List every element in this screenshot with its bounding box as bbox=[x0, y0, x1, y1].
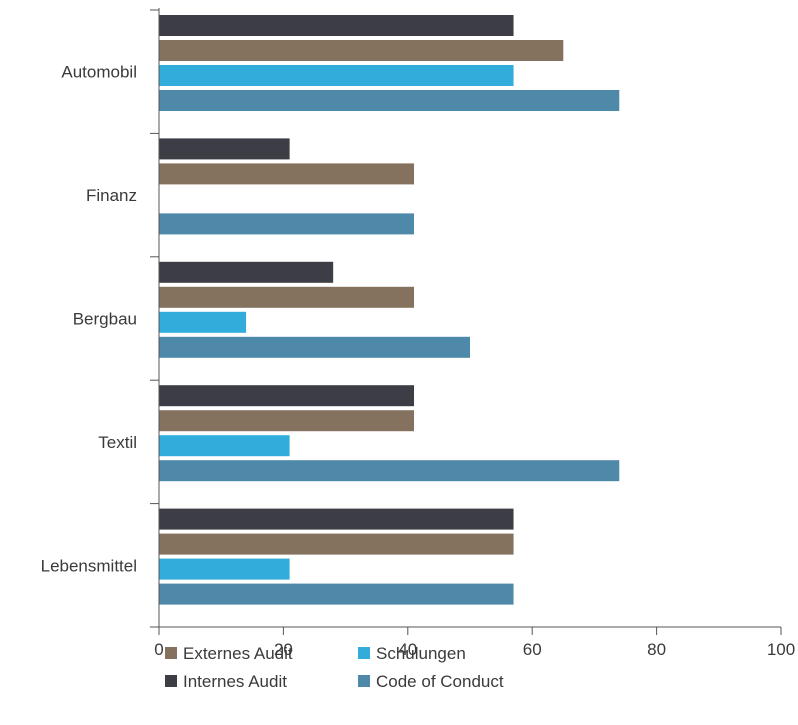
bar-bergbau-schulungen bbox=[159, 311, 247, 333]
x-tick-label: 40 bbox=[398, 640, 417, 659]
bar-automobil-internes-audit bbox=[159, 15, 514, 36]
bar-automobil-code-of-conduct bbox=[159, 90, 620, 111]
legend-item-schulungen: Schulungen bbox=[358, 644, 466, 663]
bar-lebensmittel-code-of-conduct bbox=[159, 583, 514, 605]
x-tick-labels: 0 20 40 60 80 100 bbox=[154, 640, 795, 659]
bar-finanz-externes-audit bbox=[159, 163, 415, 185]
bar-textil-externes-audit bbox=[159, 410, 415, 432]
x-tick-label: 100 bbox=[767, 640, 795, 659]
legend-label: Code of Conduct bbox=[376, 672, 504, 691]
legend-label: Externes Audit bbox=[183, 644, 293, 663]
legend-swatch bbox=[358, 647, 370, 659]
x-tick-label: 0 bbox=[154, 640, 163, 659]
bar-textil-code-of-conduct bbox=[159, 460, 620, 482]
legend: Externes Audit Schulungen Internes Audit Co… bbox=[165, 644, 504, 691]
bar-automobil-schulungen bbox=[159, 65, 514, 86]
legend-label: Internes Audit bbox=[183, 672, 287, 691]
bar-bergbau-internes-audit bbox=[159, 261, 334, 283]
bar-lebensmittel-schulungen bbox=[159, 558, 290, 580]
legend-swatch bbox=[165, 675, 177, 687]
legend-swatch bbox=[358, 675, 370, 687]
bar-lebensmittel-internes-audit bbox=[159, 508, 514, 530]
x-tick-label: 20 bbox=[274, 640, 293, 659]
bar-finanz-internes-audit bbox=[159, 138, 290, 160]
legend-item-externes-audit: Externes Audit bbox=[165, 644, 293, 663]
category-label-bergbau: Bergbau bbox=[73, 310, 137, 329]
legend-item-internes-audit: Internes Audit bbox=[165, 672, 287, 691]
legend-label: Schulungen bbox=[376, 644, 466, 663]
category-label-textil: Textil bbox=[98, 433, 137, 452]
category-labels: Automobil Finanz Bergbau Textil Lebensmittel bbox=[41, 63, 137, 576]
bar-textil-internes-audit bbox=[159, 385, 415, 407]
category-label-finanz: Finanz bbox=[86, 186, 137, 205]
legend-item-code-of-conduct: Code of Conduct bbox=[358, 672, 504, 691]
bar-automobil-externes-audit bbox=[159, 40, 564, 61]
bar-finanz-code-of-conduct bbox=[159, 213, 415, 235]
axes-group bbox=[150, 8, 782, 635]
bar-lebensmittel-externes-audit bbox=[159, 533, 514, 555]
bars-group bbox=[159, 15, 620, 605]
legend-swatch bbox=[165, 647, 177, 659]
category-label-automobil: Automobil bbox=[61, 63, 137, 82]
bar-bergbau-code-of-conduct bbox=[159, 336, 470, 358]
category-label-lebensmittel: Lebensmittel bbox=[41, 556, 137, 575]
bar-textil-schulungen bbox=[159, 435, 290, 457]
x-tick-label: 80 bbox=[647, 640, 666, 659]
x-tick-label: 60 bbox=[523, 640, 542, 659]
bar-bergbau-externes-audit bbox=[159, 286, 415, 308]
